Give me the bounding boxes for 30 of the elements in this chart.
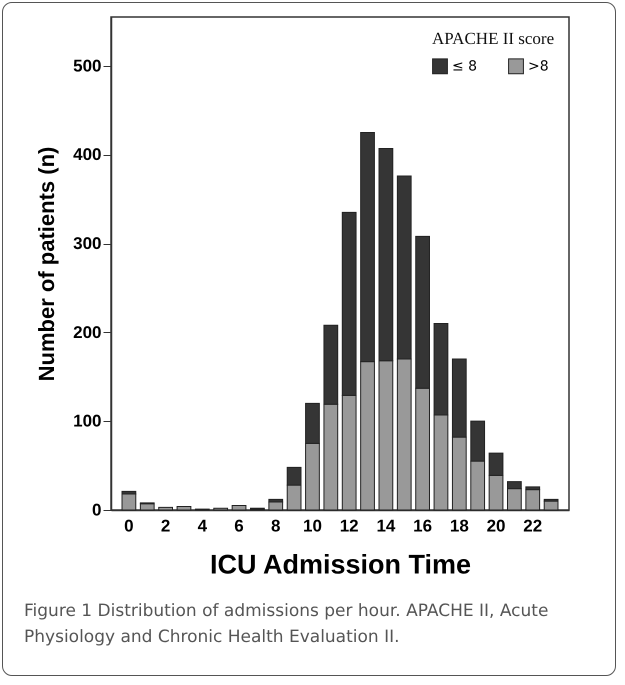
x-tick-label: 6 [234, 516, 244, 536]
legend-label: ≤ 8 [452, 58, 478, 74]
legend-title: APACHE II score [432, 29, 554, 48]
y-tick-label: 500 [73, 56, 102, 76]
bar [544, 500, 558, 510]
x-tick-label: 10 [303, 516, 322, 536]
bar [158, 506, 173, 510]
y-tick-label: 0 [92, 500, 102, 520]
bar [232, 505, 246, 510]
x-tick-label: 4 [198, 516, 208, 536]
y-tick-label: 300 [73, 234, 102, 254]
y-tick-label: 400 [73, 145, 102, 164]
x-tick-label: 0 [124, 516, 134, 536]
x-tick-label: 22 [523, 516, 542, 536]
y-axis-title: Number of patients (n) [34, 146, 60, 382]
x-tick-label: 16 [413, 516, 432, 536]
x-tick-label: 12 [340, 516, 359, 536]
bar [525, 489, 540, 510]
y-tick-label: 100 [73, 412, 102, 431]
y-tick-label: 200 [73, 322, 102, 342]
caption: Figure 1 Distribution of admissions per hour. APACHE II, Acute Physiology and Chronic Health Evaluation II. [24, 600, 550, 649]
x-tick-label: 14 [376, 516, 396, 536]
x-tick-label: 2 [160, 516, 170, 536]
bar [122, 494, 136, 510]
x-tick-label: 8 [271, 516, 280, 536]
x-tick-label: 20 [486, 516, 506, 536]
legend-label: >8 [528, 58, 549, 74]
x-axis-title: ICU Admission Time [210, 550, 472, 580]
x-tick-label: 18 [450, 516, 469, 536]
bar [176, 506, 192, 510]
